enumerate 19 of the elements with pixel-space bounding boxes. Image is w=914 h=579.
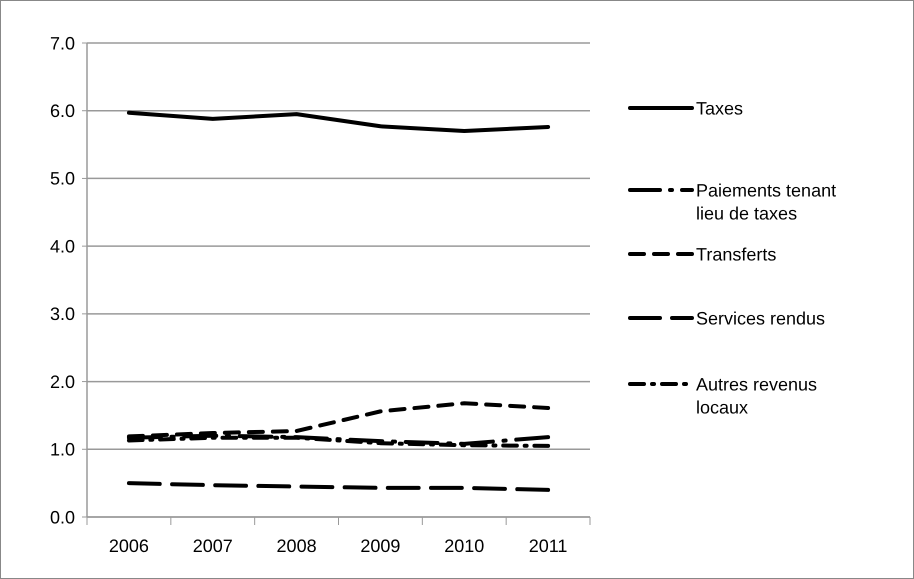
y-tick-label: 5.0 [50,168,75,189]
legend-label: Taxes [696,98,744,118]
y-tick-label: 4.0 [50,236,75,256]
x-tick-label: 2011 [528,536,568,556]
y-tick-label: 3.0 [50,304,75,324]
x-tick-label: 2007 [192,536,233,556]
x-tick-label: 2006 [108,536,149,556]
y-tick-label: 0.0 [50,507,75,528]
y-tick-label: 2.0 [50,372,75,392]
legend-label: Paiements tenant lieu de taxes [696,180,836,224]
y-tick-label: 7.0 [50,33,75,54]
y-tick-label: 1.0 [50,440,75,460]
legend-label: Transferts [696,244,776,264]
legend-label: Services rendus [696,308,826,328]
x-tick-label: 2008 [276,536,317,556]
x-tick-label: 2010 [444,536,484,556]
x-tick-label: 2009 [360,536,400,556]
legend-label: Autres revenus locaux [696,374,818,418]
y-tick-label: 6.0 [50,101,75,122]
